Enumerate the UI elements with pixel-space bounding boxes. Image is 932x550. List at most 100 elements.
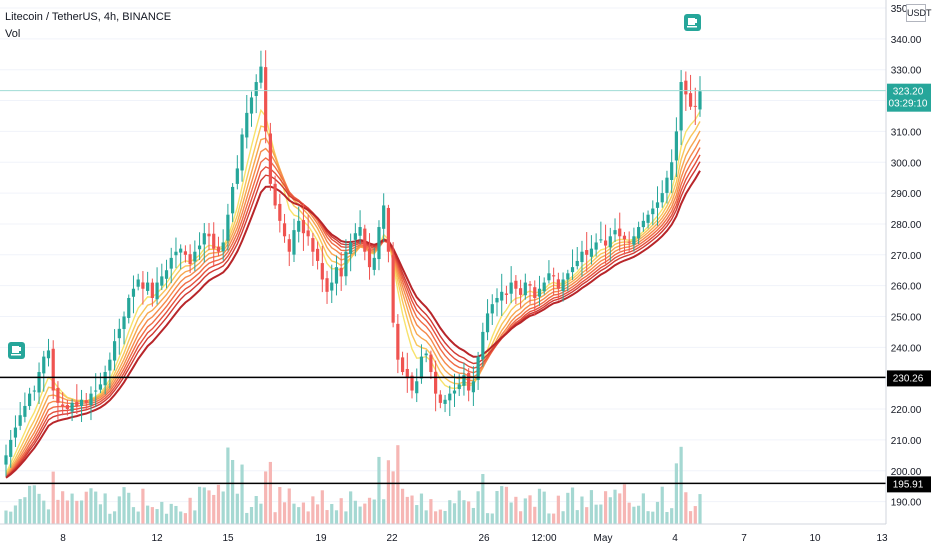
volume-bar bbox=[249, 507, 254, 524]
candle-body bbox=[37, 372, 41, 393]
coffee-cup-icon-saucer bbox=[11, 354, 21, 356]
price-axis[interactable]: 190.00200.00210.00220.00230.00240.00250.… bbox=[885, 0, 931, 524]
volume-bar bbox=[164, 513, 169, 524]
volume-bar bbox=[674, 463, 678, 524]
volume-bar bbox=[37, 493, 41, 524]
time-axis[interactable]: 8 12 15 19 22 26 12:00 May 4 7 10 13 bbox=[0, 523, 888, 544]
candle-body bbox=[372, 257, 376, 270]
symbol-title: Litecoin / TetherUS, 4h, BINANCE bbox=[5, 11, 172, 23]
volume-bar bbox=[330, 503, 334, 524]
volume-bar bbox=[146, 505, 150, 524]
volume-bar bbox=[221, 491, 225, 524]
volume-bar bbox=[580, 496, 584, 524]
volume-bar bbox=[651, 511, 655, 524]
volume-bar bbox=[89, 488, 93, 524]
volume-bar bbox=[193, 510, 197, 524]
last-price-label-box bbox=[887, 83, 931, 112]
candle-body bbox=[9, 439, 13, 457]
price-tick-label: 220.00 bbox=[891, 405, 922, 416]
candles bbox=[4, 50, 702, 477]
candle-body bbox=[518, 288, 523, 295]
candle-body bbox=[202, 233, 206, 245]
candle-body bbox=[363, 228, 367, 252]
volume-bar bbox=[547, 513, 551, 524]
candle-body bbox=[353, 233, 357, 240]
candle-body bbox=[207, 233, 211, 237]
volume-bar bbox=[245, 512, 249, 524]
volume-bar bbox=[405, 496, 409, 524]
candle-body bbox=[268, 133, 272, 184]
candle-body bbox=[292, 230, 296, 255]
volume-bar bbox=[481, 473, 485, 524]
volume-bar bbox=[537, 488, 542, 524]
candle-body bbox=[259, 66, 263, 83]
candle-body bbox=[367, 248, 372, 268]
candle-body bbox=[655, 202, 660, 208]
coffee-cup-icon-cup bbox=[12, 346, 19, 353]
volume-bar bbox=[424, 510, 428, 524]
candle-body bbox=[79, 399, 84, 406]
candle-body bbox=[556, 279, 560, 289]
candle-body bbox=[618, 228, 622, 237]
candle-body bbox=[603, 240, 608, 246]
volume-bar bbox=[585, 507, 589, 524]
volume-bar bbox=[320, 490, 324, 524]
volume-bar bbox=[523, 498, 527, 524]
candle-body bbox=[32, 390, 36, 392]
volume-bar bbox=[693, 506, 697, 524]
volume-bar bbox=[65, 500, 69, 524]
volume-bar bbox=[552, 513, 556, 524]
volume-bar bbox=[23, 497, 27, 524]
currency-badge[interactable]: USDT bbox=[906, 4, 932, 22]
candle-body bbox=[514, 280, 518, 289]
volume-bar bbox=[112, 511, 117, 524]
candle-body bbox=[688, 93, 693, 107]
volume-bar bbox=[169, 503, 173, 524]
price-tick-label: 260.00 bbox=[891, 282, 922, 293]
candle-body bbox=[400, 357, 405, 373]
candle-body bbox=[561, 279, 565, 292]
volume-bar bbox=[599, 504, 603, 524]
candle-body bbox=[108, 359, 112, 371]
candle-body bbox=[28, 393, 32, 407]
candle-body bbox=[235, 168, 239, 184]
volume-bar bbox=[70, 493, 74, 524]
volume-bar bbox=[382, 499, 386, 524]
volume-bar bbox=[684, 492, 688, 524]
price-tick-label: 280.00 bbox=[891, 220, 922, 231]
volume-bar bbox=[207, 490, 211, 524]
volume-bar bbox=[315, 504, 320, 524]
volume-bar bbox=[28, 485, 32, 524]
candle-body bbox=[665, 177, 669, 193]
chart-legend: Litecoin / TetherUS, 4h, BINANCE Vol bbox=[5, 9, 171, 43]
candle-body bbox=[325, 278, 329, 292]
candle-body bbox=[660, 193, 664, 203]
candle-body bbox=[575, 260, 579, 267]
candle-body bbox=[481, 331, 485, 360]
volume-bar bbox=[462, 500, 466, 524]
candle-body bbox=[646, 214, 650, 223]
candle-body bbox=[264, 67, 268, 132]
volume-bar bbox=[188, 497, 192, 524]
candle-body bbox=[599, 239, 603, 241]
candle-body bbox=[419, 356, 424, 379]
candle-body bbox=[131, 288, 136, 297]
candle-body bbox=[23, 405, 27, 417]
volume-bar bbox=[400, 488, 405, 524]
volume-bar bbox=[367, 497, 372, 524]
price-tick-label: 300.00 bbox=[891, 158, 922, 169]
candle-body bbox=[334, 267, 339, 284]
coffee-cup-icon[interactable] bbox=[684, 14, 701, 31]
volume-bar bbox=[231, 459, 235, 524]
volume-bar bbox=[637, 505, 641, 524]
level-2-label-text: 195.91 bbox=[893, 479, 924, 490]
candle-body bbox=[410, 375, 414, 391]
candle-body bbox=[396, 323, 400, 360]
candle-body bbox=[18, 415, 22, 426]
candle-body bbox=[448, 393, 452, 401]
candle-body bbox=[212, 233, 216, 249]
candle-body bbox=[141, 282, 145, 289]
coffee-cup-icon[interactable] bbox=[8, 342, 25, 359]
volume-bar bbox=[608, 497, 612, 524]
